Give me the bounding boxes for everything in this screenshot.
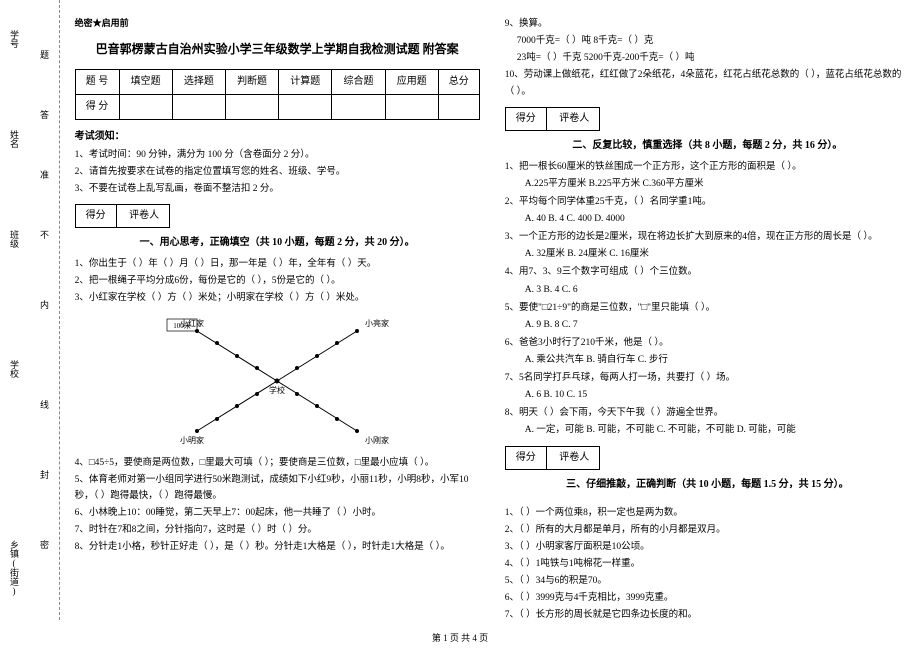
question: 1、把一根长60厘米的铁丝围成一个正方形，这个正方形的面积是（ ）。 — [505, 159, 910, 175]
options: A. 6 B. 10 C. 15 — [505, 387, 910, 404]
section3-title: 三、仔细推敲，正确判断（共 10 小题，每题 1.5 分，共 15 分）。 — [505, 476, 910, 494]
options: A. 一定，可能 B. 可能，不可能 C. 不可能，不可能 D. 可能，可能 — [505, 422, 910, 439]
page-footer: 第 1 页 共 4 页 — [0, 631, 920, 644]
question: 7、（ ）长方形的周长就是它四条边长度的和。 — [505, 607, 910, 623]
section-scorebox: 得分 评卷人 — [505, 446, 601, 470]
question: 2、把一根绳子平均分成6份，每份是它的（ ），5份是它的（ ）。 — [75, 273, 480, 289]
secret-label: 绝密★启用前 — [75, 15, 480, 31]
question: 5、（ ）34与6的积是70。 — [505, 573, 910, 589]
seal-char: 题 — [38, 50, 51, 59]
seal-char: 封 — [38, 470, 51, 479]
question: 2、（ ）所有的大月都是单月，所有的小月都是双月。 — [505, 522, 910, 538]
question: 5、体育老师对第一小组同学进行50米跑测试，成绩如下小红9秒，小丽11秒，小明8… — [75, 472, 480, 504]
score-head: 计算题 — [279, 69, 332, 94]
score-head: 判断题 — [225, 69, 278, 94]
diagram-center: 学校 — [269, 385, 285, 395]
options: A. 32厘米 B. 24厘米 C. 16厘米 — [505, 246, 910, 263]
score-cell — [385, 94, 438, 119]
question: 2、平均每个同学体重25千克，（ ）名同学重1吨。 — [505, 194, 910, 210]
score-cell — [332, 94, 385, 119]
options: A. 乘公共汽车 B. 骑自行车 C. 步行 — [505, 352, 910, 369]
score-cell: 得 分 — [75, 94, 119, 119]
binding-label: 乡镇(街道) — [8, 540, 21, 596]
question: 3、一个正方形的边长是2厘米，现在将边长扩大到原来的4倍，现在正方形的周长是（ … — [505, 229, 910, 245]
question: 4、（ ）1吨铁与1吨棉花一样重。 — [505, 556, 910, 572]
question: 8、明天（ ）会下雨，今天下午我（ ）游遍全世界。 — [505, 405, 910, 421]
binding-label: 学校 — [8, 360, 21, 378]
scorebox-label: 评卷人 — [549, 108, 599, 130]
seal-char: 线 — [38, 400, 51, 409]
score-head: 综合题 — [332, 69, 385, 94]
seal-char: 准 — [38, 170, 51, 179]
question: 6、小林晚上10：00睡觉，第二天早上7：00起床，他一共睡了（ ）小时。 — [75, 505, 480, 521]
binding-label: 姓名 — [8, 130, 21, 148]
left-column: 绝密★启用前 巴音郭楞蒙古自治州实验小学三年级数学上学期自我检测试题 附答案 题… — [60, 0, 490, 620]
scorebox-label: 评卷人 — [549, 447, 599, 469]
seal-char: 内 — [38, 300, 51, 309]
question: 9、换算。 — [505, 16, 910, 32]
notice-head: 考试须知： — [75, 128, 480, 146]
score-head: 题 号 — [75, 69, 119, 94]
section2-title: 二、反复比较，慎重选择（共 8 小题，每题 2 分，共 16 分）。 — [505, 137, 910, 155]
score-head: 填空题 — [119, 69, 172, 94]
notice-item: 2、请首先按要求在试卷的指定位置填写您的姓名、班级、学号。 — [75, 164, 480, 180]
notice-item: 3、不要在试卷上乱写乱画，卷面不整洁扣 2 分。 — [75, 181, 480, 197]
score-head: 选择题 — [172, 69, 225, 94]
diagram-sw: 小明家 — [180, 435, 204, 445]
question: 8、分针走1小格，秒针正好走（ ），是（ ）秒。分针走1大格是（ ），时针走1大… — [75, 539, 480, 555]
question: 5、要使"□21÷9"的商是三位数，"□"里只能填（ ）。 — [505, 300, 910, 316]
scorebox-label: 得分 — [506, 447, 547, 469]
question-line: 7000千克=（ ）吨 8千克=（ ）克 — [505, 33, 910, 49]
options: A. 40 B. 4 C. 400 D. 4000 — [505, 211, 910, 228]
scorebox-label: 得分 — [76, 205, 117, 227]
options: A. 9 B. 8 C. 7 — [505, 317, 910, 334]
question: 6、爸爸3小时行了210千米，他是（ ）。 — [505, 335, 910, 351]
score-cell — [172, 94, 225, 119]
question: 4、□45÷5，要使商是两位数，□里最大可填（ ）；要使商是三位数，□里最小应填… — [75, 455, 480, 471]
score-table: 题 号 填空题 选择题 判断题 计算题 综合题 应用题 总分 得 分 — [75, 69, 480, 120]
question: 3、小红家在学校（ ）方（ ）米处；小明家在学校（ ）方（ ）米处。 — [75, 290, 480, 306]
options: A. 3 B. 4 C. 6 — [505, 282, 910, 299]
diagram-nw: 小红家 — [180, 318, 204, 328]
question: 6、（ ）3999克与4千克相比，3999克重。 — [505, 590, 910, 606]
score-head: 总分 — [438, 69, 479, 94]
scorebox-label: 得分 — [506, 108, 547, 130]
question: 3、（ ）小明家客厅面积是10公顷。 — [505, 539, 910, 555]
seal-char: 密 — [38, 540, 51, 549]
map-diagram: 100米 学校 小红家 小亮家 小明家 小刚家 — [147, 311, 407, 451]
binding-margin: 学号 姓名 班级 学校 乡镇(街道) 题 答 准 不 内 线 封 密 — [0, 0, 60, 620]
score-cell — [119, 94, 172, 119]
exam-title: 巴音郭楞蒙古自治州实验小学三年级数学上学期自我检测试题 附答案 — [75, 39, 480, 61]
diagram-se: 小刚家 — [365, 435, 389, 445]
question: 7、时针在7和8之间，分针指向7，这时是（ ）时（ ）分。 — [75, 522, 480, 538]
scorebox-label: 评卷人 — [119, 205, 169, 227]
score-cell — [225, 94, 278, 119]
score-head: 应用题 — [385, 69, 438, 94]
question: 4、用7、3、9三个数字可组成（ ）个三位数。 — [505, 264, 910, 280]
options: A.225平方厘米 B.225平方米 C.360平方厘米 — [505, 176, 910, 193]
seal-char: 不 — [38, 230, 51, 239]
section-scorebox: 得分 评卷人 — [75, 204, 171, 228]
question-line: 23吨=（ ）千克 5200千克-200千克=（ ）吨 — [505, 50, 910, 66]
binding-label: 班级 — [8, 230, 21, 248]
binding-label: 学号 — [8, 30, 21, 48]
section-scorebox: 得分 评卷人 — [505, 107, 601, 131]
right-column: 9、换算。 7000千克=（ ）吨 8千克=（ ）克 23吨=（ ）千克 520… — [490, 0, 920, 620]
seal-char: 答 — [38, 110, 51, 119]
question: 7、5名同学打乒乓球，每两人打一场，共要打（ ）场。 — [505, 370, 910, 386]
question: 1、（ ）一个两位乘8，积一定也是两为数。 — [505, 505, 910, 521]
section1-title: 一、用心思考，正确填空（共 10 小题，每题 2 分，共 20 分）。 — [75, 234, 480, 252]
score-cell — [438, 94, 479, 119]
score-cell — [279, 94, 332, 119]
question: 10、劳动课上做纸花，红红做了2朵纸花，4朵蓝花，红花占纸花总数的（ ），蓝花占… — [505, 67, 910, 99]
diagram-ne: 小亮家 — [365, 318, 389, 328]
notice-item: 1、考试时间：90 分钟，满分为 100 分（含卷面分 2 分）。 — [75, 147, 480, 163]
question: 1、你出生于（ ）年（ ）月（ ）日，那一年是（ ）年，全年有（ ）天。 — [75, 256, 480, 272]
